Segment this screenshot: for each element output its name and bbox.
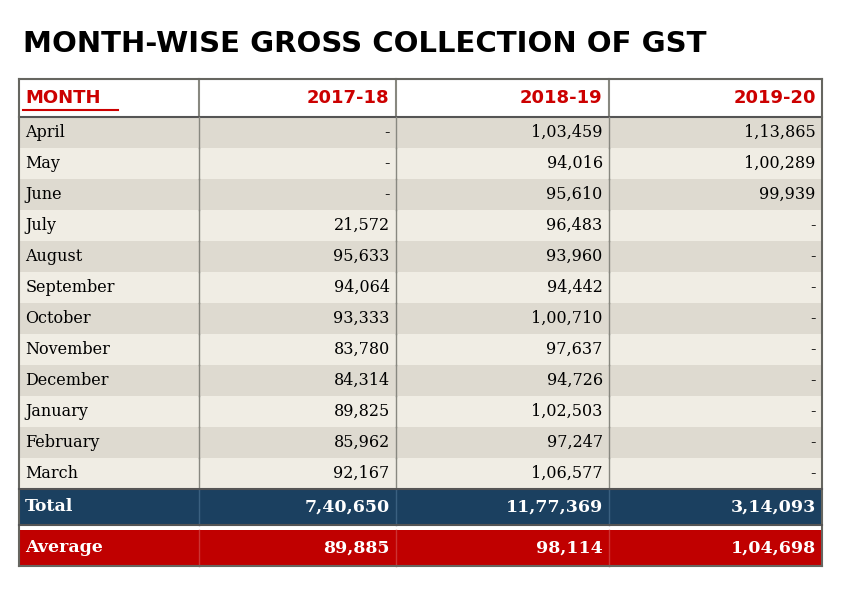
- Text: 97,637: 97,637: [547, 341, 603, 358]
- Text: -: -: [810, 279, 816, 296]
- Text: 92,167: 92,167: [333, 465, 389, 482]
- Text: -: -: [810, 341, 816, 358]
- Text: -: -: [810, 434, 816, 451]
- Text: August: August: [25, 248, 82, 265]
- Text: 2018-19: 2018-19: [520, 89, 603, 107]
- Text: -: -: [810, 248, 816, 265]
- Text: MONTH-WISE GROSS COLLECTION OF GST: MONTH-WISE GROSS COLLECTION OF GST: [23, 30, 706, 58]
- Text: MONTH: MONTH: [25, 89, 101, 107]
- Text: October: October: [25, 310, 91, 327]
- Text: 1,06,577: 1,06,577: [531, 465, 603, 482]
- Text: 93,333: 93,333: [333, 310, 389, 327]
- Text: April: April: [25, 124, 65, 141]
- Bar: [19, 489, 822, 525]
- Bar: [19, 79, 822, 117]
- Bar: [19, 427, 822, 458]
- Text: -: -: [810, 217, 816, 234]
- Text: December: December: [25, 372, 108, 389]
- Text: 2019-20: 2019-20: [733, 89, 816, 107]
- Text: Average: Average: [25, 539, 103, 557]
- Text: 93,960: 93,960: [547, 248, 603, 265]
- Text: 95,610: 95,610: [547, 186, 603, 203]
- Text: 11,77,369: 11,77,369: [505, 498, 603, 516]
- Text: 94,016: 94,016: [547, 155, 603, 172]
- Bar: [19, 458, 822, 489]
- Text: 2017-18: 2017-18: [307, 89, 389, 107]
- Text: 96,483: 96,483: [547, 217, 603, 234]
- Text: 94,064: 94,064: [334, 279, 389, 296]
- Text: 1,00,289: 1,00,289: [744, 155, 816, 172]
- Text: Total: Total: [25, 498, 74, 516]
- Text: May: May: [25, 155, 60, 172]
- Text: 99,939: 99,939: [759, 186, 816, 203]
- Bar: [19, 303, 822, 334]
- Text: 95,633: 95,633: [333, 248, 389, 265]
- Text: 7,40,650: 7,40,650: [304, 498, 389, 516]
- Text: -: -: [810, 403, 816, 420]
- Text: January: January: [25, 403, 88, 420]
- Text: 1,02,503: 1,02,503: [532, 403, 603, 420]
- Text: -: -: [810, 310, 816, 327]
- Text: 1,00,710: 1,00,710: [532, 310, 603, 327]
- Text: 94,442: 94,442: [547, 279, 603, 296]
- Bar: [19, 525, 822, 530]
- Text: 1,13,865: 1,13,865: [744, 124, 816, 141]
- Text: 89,885: 89,885: [323, 539, 389, 557]
- Text: 98,114: 98,114: [536, 539, 603, 557]
- Bar: [19, 272, 822, 303]
- Bar: [19, 241, 822, 272]
- Text: 21,572: 21,572: [334, 217, 389, 234]
- Text: -: -: [810, 465, 816, 482]
- Text: July: July: [25, 217, 56, 234]
- Text: 1,03,459: 1,03,459: [532, 124, 603, 141]
- Text: February: February: [25, 434, 99, 451]
- Text: -: -: [810, 372, 816, 389]
- Text: -: -: [384, 124, 389, 141]
- Bar: [19, 210, 822, 241]
- Bar: [19, 365, 822, 396]
- Text: 84,314: 84,314: [334, 372, 389, 389]
- Text: 89,825: 89,825: [333, 403, 389, 420]
- Text: 83,780: 83,780: [333, 341, 389, 358]
- Text: March: March: [25, 465, 78, 482]
- Text: November: November: [25, 341, 110, 358]
- Text: -: -: [384, 155, 389, 172]
- Bar: [19, 530, 822, 566]
- Bar: [19, 148, 822, 179]
- Text: 94,726: 94,726: [547, 372, 603, 389]
- Text: 3,14,093: 3,14,093: [731, 498, 816, 516]
- Text: 1,04,698: 1,04,698: [731, 539, 816, 557]
- Bar: [19, 9, 822, 79]
- Text: September: September: [25, 279, 114, 296]
- Bar: [19, 179, 822, 210]
- Bar: [19, 117, 822, 148]
- Text: 85,962: 85,962: [333, 434, 389, 451]
- Text: June: June: [25, 186, 62, 203]
- Text: -: -: [384, 186, 389, 203]
- Bar: [19, 334, 822, 365]
- Bar: [19, 396, 822, 427]
- Text: 97,247: 97,247: [547, 434, 603, 451]
